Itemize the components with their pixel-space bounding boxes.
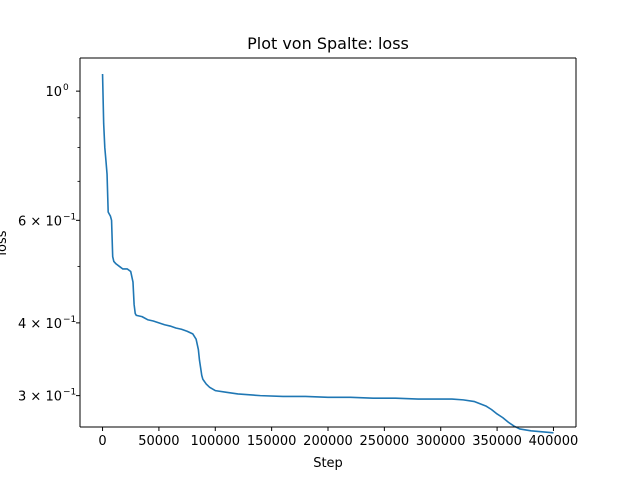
y-axis-label: loss bbox=[0, 230, 10, 255]
y-tick-label: 6 × 10 bbox=[18, 214, 62, 229]
y-tick-label: 4 × 10 bbox=[18, 317, 62, 332]
x-tick-label: 300000 bbox=[416, 434, 466, 449]
x-axis-label: Step bbox=[313, 456, 343, 471]
y-tick-exponent: −1 bbox=[63, 212, 76, 222]
x-tick-label: 150000 bbox=[247, 434, 297, 449]
chart-title: Plot von Spalte: loss bbox=[247, 34, 409, 53]
x-tick-label: 400000 bbox=[529, 434, 579, 449]
y-tick-exponent: −1 bbox=[63, 315, 76, 325]
x-tick-label: 100000 bbox=[190, 434, 240, 449]
x-tick-label: 350000 bbox=[472, 434, 522, 449]
y-tick-exponent: −1 bbox=[63, 388, 76, 398]
y-tick-exponent: 0 bbox=[63, 83, 69, 93]
y-tick-label: 10 bbox=[45, 85, 62, 100]
x-axis-ticks: 0 50000 100000 150000 200000 250000 300000 3500… bbox=[98, 427, 578, 449]
x-tick-label: 0 bbox=[98, 434, 106, 449]
x-tick-label: 50000 bbox=[138, 434, 179, 449]
y-axis-ticks: 10 06 × 10 −14 × 10 −13 × 10 −1 bbox=[18, 83, 80, 405]
y-tick-label: 3 × 10 bbox=[18, 390, 62, 405]
x-tick-label: 200000 bbox=[303, 434, 353, 449]
x-tick-label: 250000 bbox=[360, 434, 410, 449]
plot-area bbox=[80, 57, 576, 427]
series-line-0 bbox=[101, 74, 554, 434]
plot-background bbox=[80, 58, 576, 427]
